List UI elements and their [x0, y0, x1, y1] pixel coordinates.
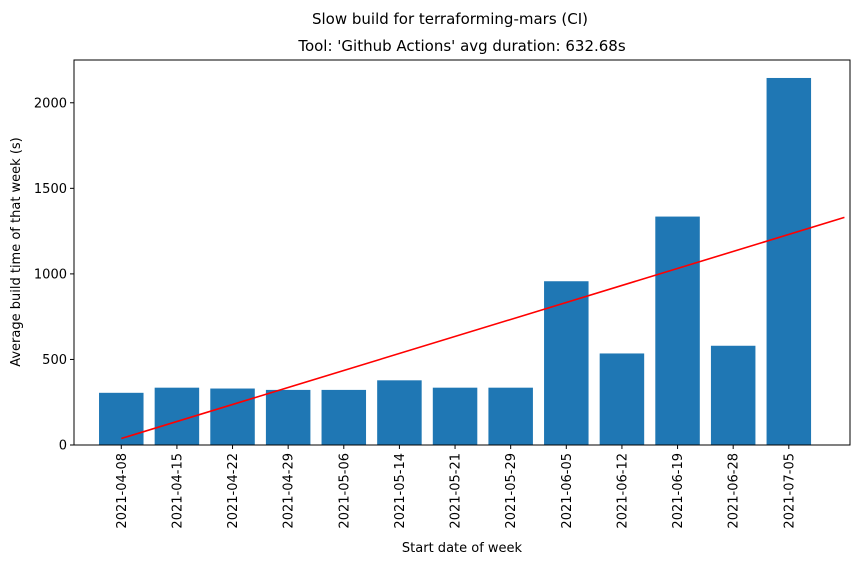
- x-tick-label: 2021-06-19: [671, 453, 686, 529]
- x-tick-label: 2021-04-15: [170, 453, 185, 529]
- bar-2021-04-29: [265, 389, 311, 445]
- x-tick-label: 2021-06-12: [615, 453, 630, 529]
- bar-2021-05-21: [432, 387, 478, 445]
- chart-suptitle: Slow build for terraforming-mars (CI): [312, 10, 588, 28]
- x-tick-label: 2021-06-05: [560, 453, 575, 529]
- bar-2021-05-14: [377, 380, 422, 445]
- x-tick-label: 2021-05-29: [504, 453, 519, 529]
- x-axis: 2021-04-08 2021-04-15 2021-04-22 2021-04-29…: [115, 445, 797, 529]
- y-tick-label: 2000: [34, 96, 67, 111]
- bar-2021-04-22: [210, 388, 255, 445]
- x-tick-label: 2021-04-22: [226, 453, 241, 529]
- x-tick-label: 2021-04-29: [282, 453, 297, 529]
- bar-2021-07-05: [766, 77, 812, 445]
- bar-2021-05-06: [321, 389, 367, 445]
- x-tick-label: 2021-05-06: [337, 453, 352, 529]
- bar-2021-05-29: [488, 387, 533, 445]
- bar-2021-04-08: [99, 392, 144, 445]
- x-tick-label: 2021-04-08: [115, 453, 130, 529]
- plot-frame: [73, 59, 851, 446]
- y-tick-label: 0: [59, 439, 67, 454]
- y-axis-label: Average build time of that week (s): [9, 137, 24, 367]
- bar-2021-06-05: [544, 281, 589, 445]
- x-tick-label: 2021-06-28: [727, 453, 742, 529]
- trend-line: [121, 216, 845, 440]
- y-tick-label: 500: [42, 353, 67, 368]
- x-axis-label: Start date of week: [402, 541, 523, 556]
- bar-2021-06-12: [599, 353, 645, 445]
- x-tick-label: 2021-05-14: [393, 453, 408, 529]
- x-tick-label: 2021-07-05: [782, 453, 797, 529]
- chart-title: Tool: 'Github Actions' avg duration: 632…: [297, 37, 626, 55]
- y-tick-label: 1000: [34, 267, 67, 282]
- bars: [99, 77, 812, 445]
- bar-2021-06-19: [655, 216, 700, 445]
- bar-2021-06-28: [710, 345, 756, 445]
- y-tick-label: 1500: [34, 182, 67, 197]
- y-axis: 0 500 1000 1500 2000: [34, 96, 74, 454]
- x-tick-label: 2021-05-21: [449, 453, 464, 529]
- trend-line-group: [121, 216, 845, 440]
